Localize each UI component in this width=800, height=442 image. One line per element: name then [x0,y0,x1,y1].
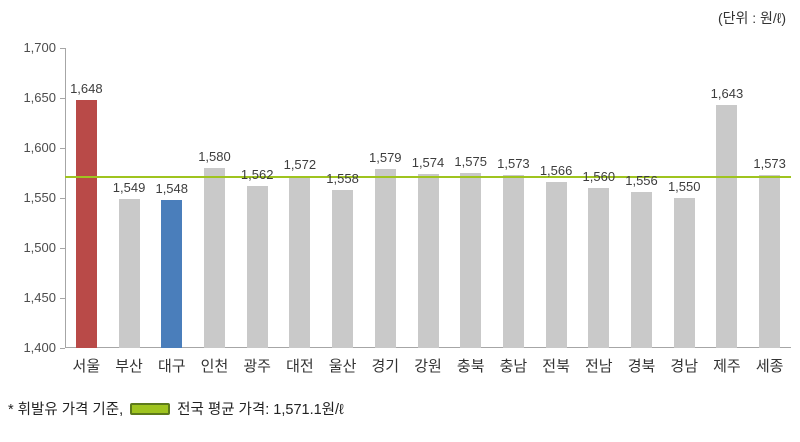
y-tick-mark [60,148,65,149]
bar-충남 [502,175,524,348]
x-category-label: 광주 [243,358,271,375]
x-category-label: 대전 [286,358,314,375]
bar-서울 [75,100,97,348]
bar-인천 [203,168,225,348]
y-tick-mark [60,298,65,299]
bar-경북 [631,192,653,348]
bar-세종 [759,175,781,348]
bar-전남 [588,188,610,348]
footnote-text: * 휘발유 가격 기준, [8,402,124,418]
average-line-legend-swatch [130,402,171,415]
bar-울산 [332,190,354,348]
x-category-label: 충남 [499,358,528,375]
bar-value-label: 1,549 [112,180,146,195]
x-category-label: 전남 [585,358,613,375]
bar-value-label: 1,575 [454,154,487,169]
bar-value-label: 1,580 [198,149,231,164]
bar-충북 [460,173,482,348]
bar-value-label: 1,562 [240,167,274,182]
y-tick-label: 1,650 [23,90,56,105]
y-tick-mark [60,98,65,99]
y-tick-label: 1,500 [23,240,56,255]
y-tick-mark [60,248,65,249]
bar-value-label: 1,643 [710,86,744,101]
bar-전북 [545,182,567,348]
bar-value-label: 1,579 [369,150,402,165]
y-tick-label: 1,700 [23,40,56,55]
x-category-label: 경북 [627,358,656,375]
y-tick-mark [60,198,65,199]
x-category-label: 인천 [200,358,229,375]
bar-부산 [118,199,140,348]
x-category-label: 대구 [157,358,186,375]
bar-제주 [716,105,738,348]
y-tick-label: 1,550 [23,190,56,205]
x-category-label: 서울 [72,358,101,375]
x-category-label: 세종 [755,358,784,375]
y-tick-mark [60,348,65,349]
x-category-label: 제주 [713,358,741,375]
y-tick-mark [60,48,65,49]
y-tick-label: 1,450 [23,290,56,305]
bar-대구 [161,200,183,348]
bar-value-label: 1,648 [70,81,103,96]
bar-value-label: 1,556 [625,173,658,188]
bar-강원 [417,174,439,348]
bar-value-label: 1,572 [283,157,317,172]
bar-경기 [374,169,396,348]
y-tick-label: 1,600 [23,140,56,155]
x-category-label: 전북 [542,358,570,375]
bar-경남 [673,198,695,348]
bar-value-label: 1,573 [497,156,530,171]
x-category-label: 경기 [371,358,400,375]
bar-광주 [246,186,268,348]
x-category-label: 강원 [414,358,442,375]
bar-value-label: 1,548 [155,181,189,196]
footnote: * 휘발유 가격 기준, 전국 평균 가격: 1,571.1원/ℓ [8,398,344,419]
average-line [65,175,791,178]
unit-label: (단위 : 원/ℓ) [717,10,786,26]
bar-value-label: 1,573 [753,156,786,171]
x-category-label: 경남 [670,358,699,375]
bar-value-label: 1,560 [582,169,616,184]
bar-chart: 1,400 1,450 1,500 1,550 1,600 1,650 1,700 1,648… [23,40,791,375]
average-line-legend-label: 전국 평균 가격: 1,571.1원/ℓ [177,402,344,418]
bar-대전 [289,176,311,348]
y-tick-label: 1,400 [23,340,56,355]
bar-value-label: 1,566 [539,163,573,178]
x-category-label: 충북 [456,358,485,375]
bar-value-label: 1,574 [411,155,445,170]
x-category-label: 울산 [328,358,357,375]
x-category-label: 부산 [115,358,143,375]
bar-value-label: 1,550 [667,179,701,194]
bar-value-label: 1,558 [326,171,359,186]
